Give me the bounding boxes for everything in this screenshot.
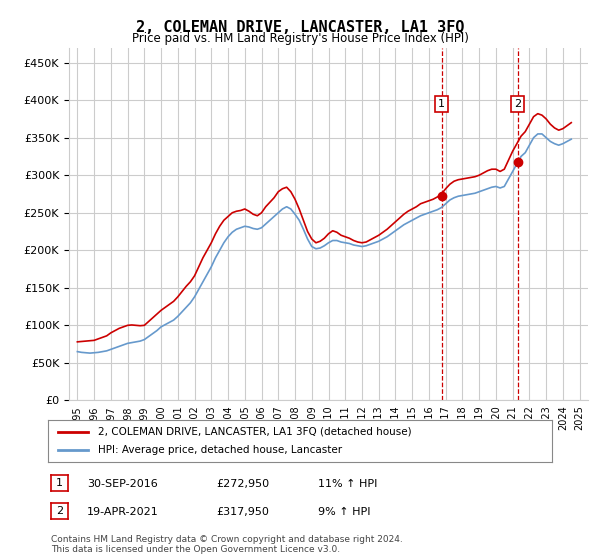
Text: 2: 2 (56, 506, 63, 516)
Text: 19-APR-2021: 19-APR-2021 (87, 507, 159, 517)
Text: 30-SEP-2016: 30-SEP-2016 (87, 479, 158, 489)
Text: This data is licensed under the Open Government Licence v3.0.: This data is licensed under the Open Gov… (51, 545, 340, 554)
Text: Contains HM Land Registry data © Crown copyright and database right 2024.: Contains HM Land Registry data © Crown c… (51, 535, 403, 544)
Text: HPI: Average price, detached house, Lancaster: HPI: Average price, detached house, Lanc… (98, 445, 343, 455)
Text: £317,950: £317,950 (216, 507, 269, 517)
Text: 9% ↑ HPI: 9% ↑ HPI (318, 507, 371, 517)
Text: 1: 1 (56, 478, 63, 488)
Text: 11% ↑ HPI: 11% ↑ HPI (318, 479, 377, 489)
Text: 2, COLEMAN DRIVE, LANCASTER, LA1 3FQ (detached house): 2, COLEMAN DRIVE, LANCASTER, LA1 3FQ (de… (98, 427, 412, 437)
Text: 1: 1 (438, 99, 445, 109)
Text: £272,950: £272,950 (216, 479, 269, 489)
Text: 2: 2 (514, 99, 521, 109)
Text: Price paid vs. HM Land Registry's House Price Index (HPI): Price paid vs. HM Land Registry's House … (131, 32, 469, 45)
Text: 2, COLEMAN DRIVE, LANCASTER, LA1 3FQ: 2, COLEMAN DRIVE, LANCASTER, LA1 3FQ (136, 20, 464, 35)
